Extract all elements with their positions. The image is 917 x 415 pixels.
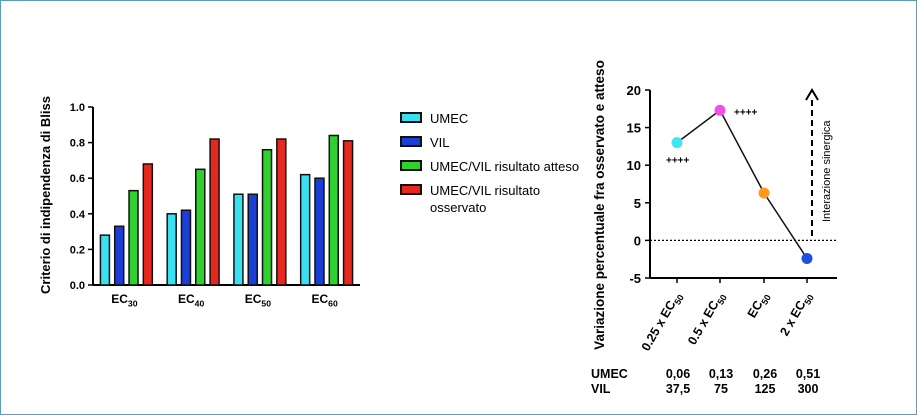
line-chart-axes: -5 0 5 10 15 20 <box>627 83 837 286</box>
bar-chart-y-axis-label: Criterio di indipendenza di Bliss <box>38 96 53 294</box>
bar-osservato-ec60 <box>342 140 354 286</box>
legend-label-atteso: UMEC/VIL risultato atteso <box>430 159 580 174</box>
line-chart-y-tick-label: 0 <box>634 233 641 248</box>
legend-item-umec: UMEC <box>400 110 580 127</box>
bar-chart-x-tick-label: EC30 <box>111 292 137 309</box>
legend-item-vil: VIL <box>400 134 580 151</box>
legend-label-osservato: UMEC/VIL risultato osservato <box>430 183 541 215</box>
bar-atteso-ec30 <box>128 189 139 286</box>
dose-table-cell: 75 <box>714 382 728 396</box>
bar-chart-y-tick-label: 0.4 <box>70 209 86 221</box>
legend-swatch-vil <box>400 136 422 147</box>
bar-umec-ec40 <box>166 213 177 286</box>
bar-chart-y-tick-label: 0.6 <box>70 173 85 185</box>
dose-table-cell: 125 <box>755 382 776 396</box>
line-chart-x-tick-label: 0.5 x EC50 <box>685 290 729 349</box>
bar-vil-ec60 <box>314 177 325 286</box>
bar-chart-legend: UMEC VIL UMEC/VIL risultato atteso UMEC/… <box>400 110 580 223</box>
bar-chart-y-tick-label: 0.0 <box>70 280 85 292</box>
bar-chart-y-tick-label: 0.8 <box>70 138 85 150</box>
synergy-arrow-head <box>805 88 819 101</box>
line-chart-y-tick-label: 5 <box>634 196 641 211</box>
dose-table-cell: 0,06 <box>666 367 690 381</box>
dose-table-row-label: VIL <box>591 382 611 396</box>
line-chart-y-tick-label: 20 <box>627 83 641 98</box>
synergy-arrow-label: Interazione sinergica <box>821 120 833 222</box>
legend-swatch-atteso <box>400 160 422 171</box>
legend-item-osservato: UMEC/VIL risultato osservato <box>400 182 580 216</box>
line-chart-y-tick-label: 15 <box>627 121 641 136</box>
bar-chart-bars <box>99 134 354 286</box>
line-chart-x-tick-labels: 0.25 x EC50 0.5 x EC50 EC50 2 x EC50 <box>639 290 816 355</box>
significance-annotation: ++++ <box>666 156 690 167</box>
dose-table-cell: 0,26 <box>753 367 777 381</box>
legend-label-umec: UMEC <box>430 111 469 126</box>
bar-atteso-ec50 <box>261 148 273 286</box>
line-chart-y-tick-label: -5 <box>629 271 641 286</box>
bar-umec-ec30 <box>99 234 111 286</box>
dose-table-cell: 0,51 <box>796 367 820 381</box>
data-point-2 <box>714 104 726 116</box>
line-chart: Variazione percentuale fra osservato e a… <box>592 60 837 355</box>
bar-vil-ec40 <box>180 209 192 286</box>
data-point-4 <box>801 252 813 264</box>
bar-chart-y-tick-label: 0.2 <box>70 244 85 256</box>
legend-label-vil: VIL <box>430 135 450 150</box>
bar-atteso-ec40 <box>195 168 206 286</box>
bar-atteso-ec60 <box>328 134 340 286</box>
bar-osservato-ec30 <box>142 163 154 286</box>
dose-table-cell: 37,5 <box>666 382 690 396</box>
series-line <box>676 109 808 259</box>
bar-umec-ec60 <box>299 173 311 286</box>
data-point-3 <box>758 187 770 199</box>
line-chart-series: ++++ ++++ <box>666 104 813 264</box>
line-chart-y-axis-label: Variazione percentuale fra osservato e a… <box>592 60 607 350</box>
legend-swatch-umec <box>400 112 422 123</box>
bar-vil-ec50 <box>247 193 258 286</box>
bar-chart-y-tick-label: 1.0 <box>70 102 85 114</box>
line-chart-y-tick-label: 10 <box>627 158 641 173</box>
bar-osservato-ec40 <box>209 138 220 286</box>
line-chart-x-tick-label: 0.25 x EC50 <box>639 290 686 355</box>
significance-annotation: ++++ <box>734 107 758 118</box>
dose-table-cell: 300 <box>798 382 819 396</box>
legend-item-atteso: UMEC/VIL risultato atteso <box>400 158 580 175</box>
bar-chart-x-tick-labels: EC30 EC40 EC50 EC60 <box>111 292 338 309</box>
bar-chart-x-tick-label: EC60 <box>311 292 337 309</box>
dose-table-cell: 0,13 <box>709 367 733 381</box>
bar-chart-x-tick-label: EC50 <box>245 292 271 309</box>
bar-osservato-ec50 <box>276 138 287 286</box>
legend-swatch-osservato <box>400 184 422 195</box>
dose-table-row-label: UMEC <box>591 367 628 381</box>
data-point-1 <box>671 137 683 149</box>
bar-chart: Criterio di indipendenza di Bliss 0.0 0.2… <box>38 96 360 309</box>
line-chart-x-tick-label: EC50 <box>745 290 773 322</box>
line-chart-x-tick-label: 2 x EC50 <box>777 290 816 340</box>
bar-chart-x-tick-label: EC40 <box>178 292 204 309</box>
dose-table: UMEC 0,06 0,13 0,26 0,51 VIL 37,5 75 125 300 <box>591 367 820 396</box>
bar-umec-ec50 <box>233 193 244 286</box>
bar-vil-ec30 <box>113 225 125 286</box>
synergy-arrow: Interazione sinergica <box>805 88 833 236</box>
